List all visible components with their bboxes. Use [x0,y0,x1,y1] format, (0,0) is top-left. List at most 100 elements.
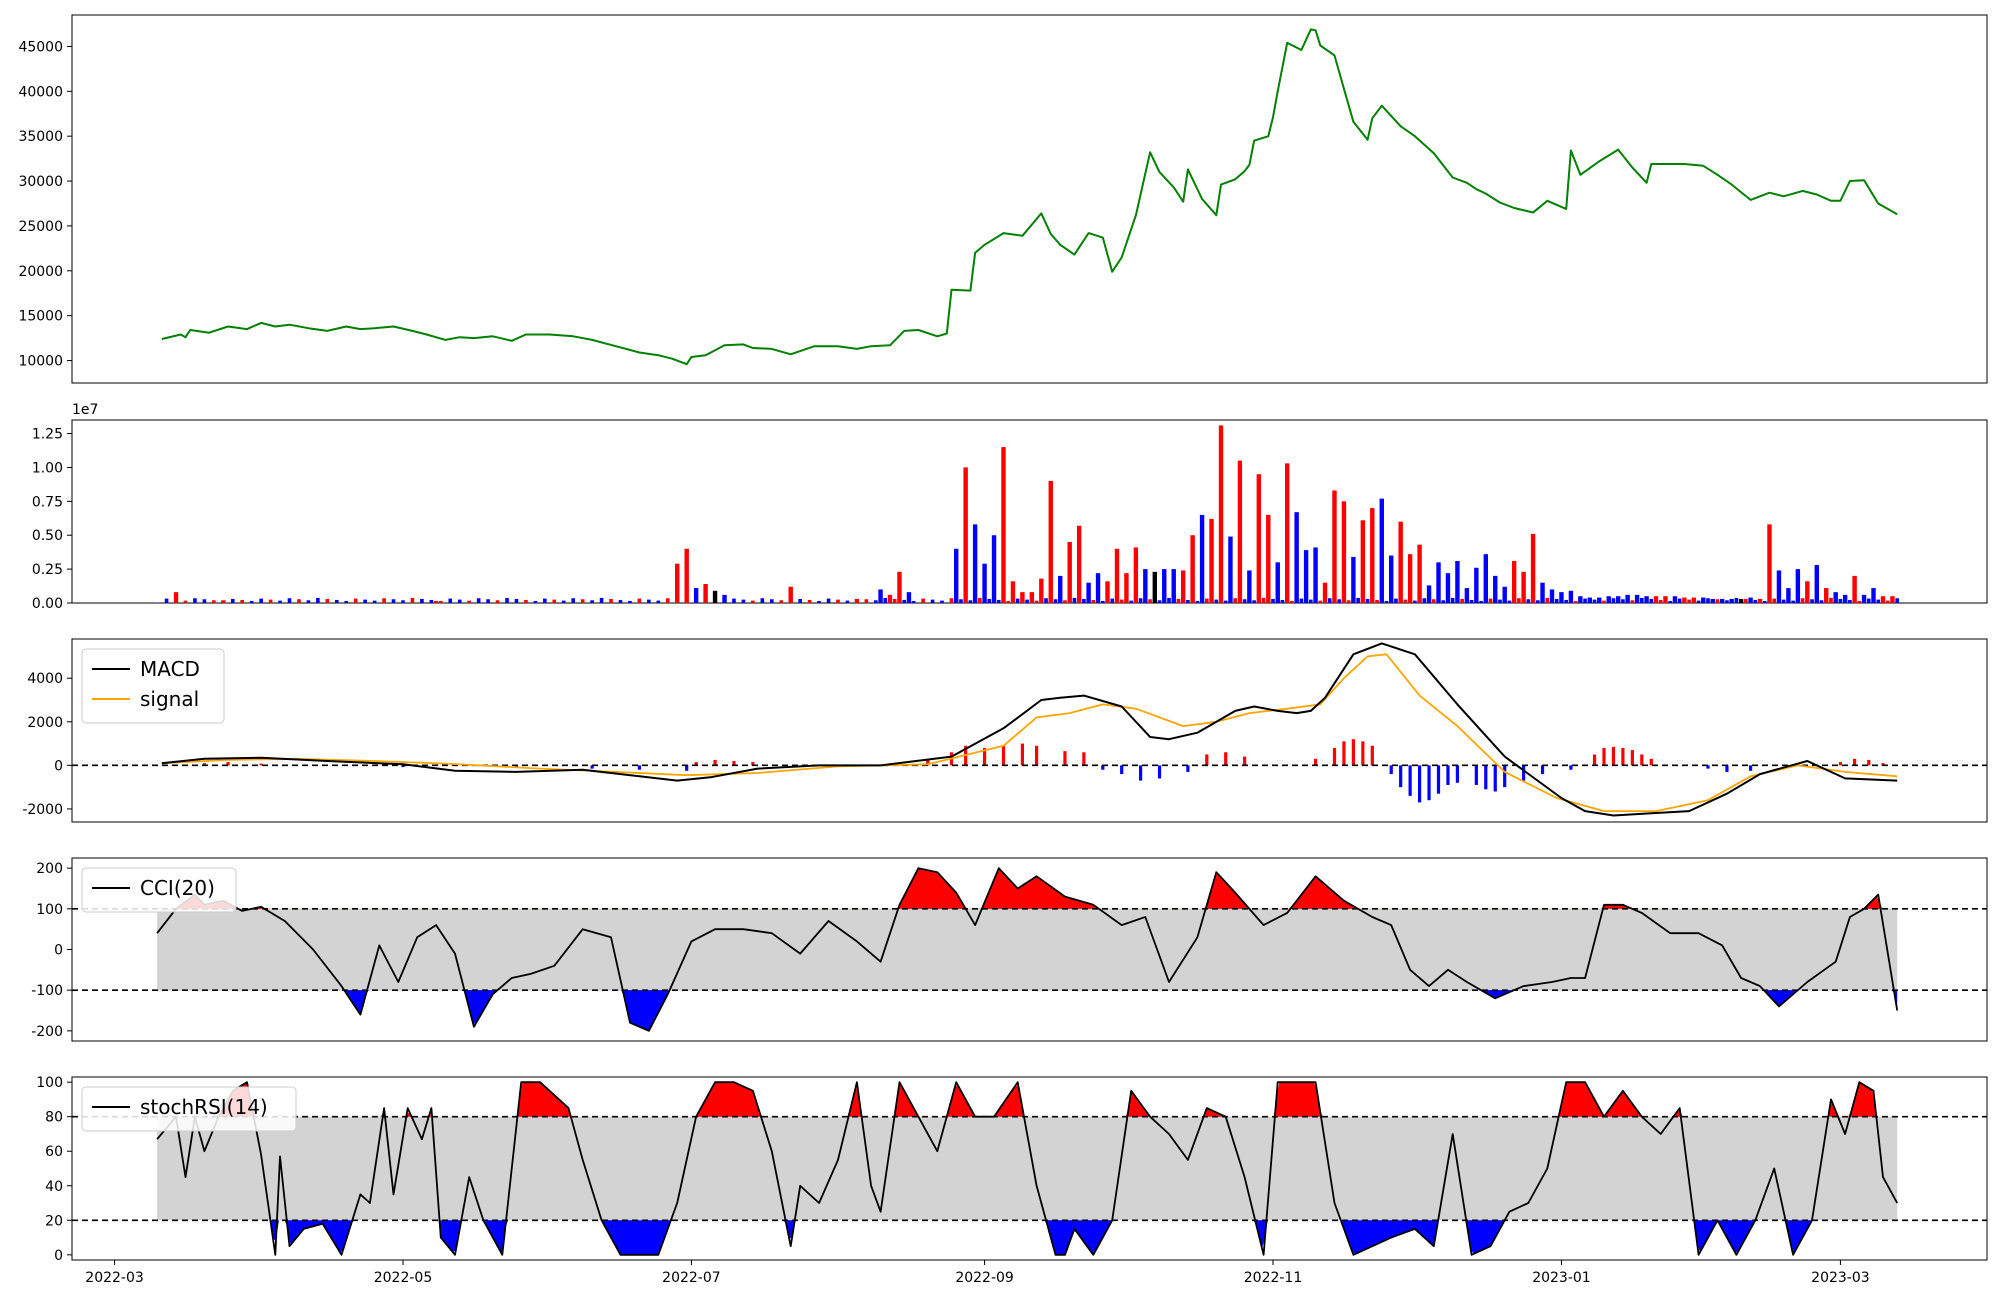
volume-bar [1048,481,1053,603]
volume-bar [1124,573,1129,603]
volume-bar [1710,598,1715,603]
macd-histogram-bar [1361,741,1365,766]
macd-histogram-bar [1706,765,1710,769]
macd-histogram-bar [1853,758,1857,766]
volume-bar [1677,598,1682,603]
volume-panel: 1e7 0.00 0.25 0.50 0.75 1.00 1.25 [32,402,1988,612]
volume-bar [887,594,893,603]
volume-bar [1129,600,1133,603]
x-tick-label: 2022-05 [374,1270,433,1286]
macd-histogram-bar [637,765,642,770]
volume-bar [1602,600,1606,603]
volume-bar [505,597,509,603]
macd-histogram-bar [226,762,230,766]
macd-histogram-bar [1602,747,1606,766]
x-tick-label: 2022-07 [662,1270,721,1286]
macd-histogram-bar [259,763,263,766]
volume-bar [1001,447,1006,603]
volume-bar [1691,597,1697,603]
volume-bar [1833,592,1838,603]
y-tick-label: 0.00 [32,596,63,612]
volume-bar [1114,548,1120,603]
volume-bar [325,598,330,603]
volume-bar [1327,598,1332,603]
volume-bar [609,598,613,603]
volume-bar [1493,575,1498,603]
macd-histogram-bar [1649,758,1653,766]
volume-bar [1791,600,1795,603]
volume-bar [982,563,987,603]
volume-bar [1706,598,1710,603]
volume-bar [1564,599,1568,603]
volume-bar [968,600,973,603]
volume-offset-text: 1e7 [72,402,98,418]
volume-bar [543,598,547,603]
y-tick-label: 100 [36,902,63,918]
volume-bar [1502,586,1507,603]
y-tick-label: -200 [31,1024,63,1040]
oversold-fill [157,1220,1898,1255]
volume-bar [1356,597,1360,603]
axes-frame [71,638,1988,823]
volume-bar [1507,600,1512,603]
volume-bar [1658,599,1663,603]
macd-histogram-bar [1630,750,1634,766]
volume-bar [1020,592,1025,603]
macd-histogram-bar [1621,747,1625,766]
macd-histogram-bar [1867,759,1871,766]
volume-bar [1842,594,1848,603]
volume-bar [978,597,982,603]
volume-bar [183,600,188,603]
volume-bar [921,598,925,603]
volume-bar [1511,560,1517,603]
volume-bar [1701,597,1706,603]
volume-bar [1455,560,1460,603]
volume-bar [561,600,566,603]
macd-histogram-bar [1725,765,1729,772]
macd-histogram-bar [1503,765,1507,788]
volume-bar [930,599,935,603]
y-tick-label: 1.00 [32,460,63,476]
volume-bar [1805,581,1810,603]
volume-bar [1199,514,1205,603]
volume-bar [173,592,179,603]
volume-bar [1687,599,1691,603]
volume-bar [495,600,500,603]
volume-bar [963,467,968,603]
volume-bar [751,600,755,603]
volume-bar [1091,599,1096,603]
macd-histogram-bar [1399,765,1403,788]
volume-bar [1063,600,1067,603]
volume-bar [1744,598,1748,603]
volume-bar [949,598,954,603]
volume-bar [1133,547,1139,603]
volume-bar [1360,520,1366,603]
macd-histogram-bar [590,765,594,769]
macd-histogram-bar [713,759,717,766]
volume-bar [1303,550,1309,603]
macd-histogram-bar [1446,765,1450,785]
volume-bar [1663,596,1668,603]
volume-bar [212,600,216,603]
macd-histogram-bar [1522,765,1526,781]
y-tick-label: 0 [54,943,63,959]
volume-bar [1517,598,1521,603]
volume-bar [467,600,471,603]
volume-bar [1738,598,1744,603]
volume-bar [1545,597,1550,603]
volume-bar [1095,573,1101,603]
volume-bar [1479,600,1483,603]
macd-histogram-bar [202,763,206,766]
volume-bar [1318,600,1323,603]
macd-histogram-bar [1592,754,1597,766]
volume-bar [1261,597,1266,603]
volume-bar [902,599,906,603]
volume-bar [1403,599,1408,603]
volume-bar [665,598,670,603]
macd-histogram-bar [732,761,736,766]
volume-bar [1218,425,1224,603]
volume-bar [1848,599,1852,603]
volume-bar [599,597,604,603]
macd-histogram-bar [1157,765,1162,779]
